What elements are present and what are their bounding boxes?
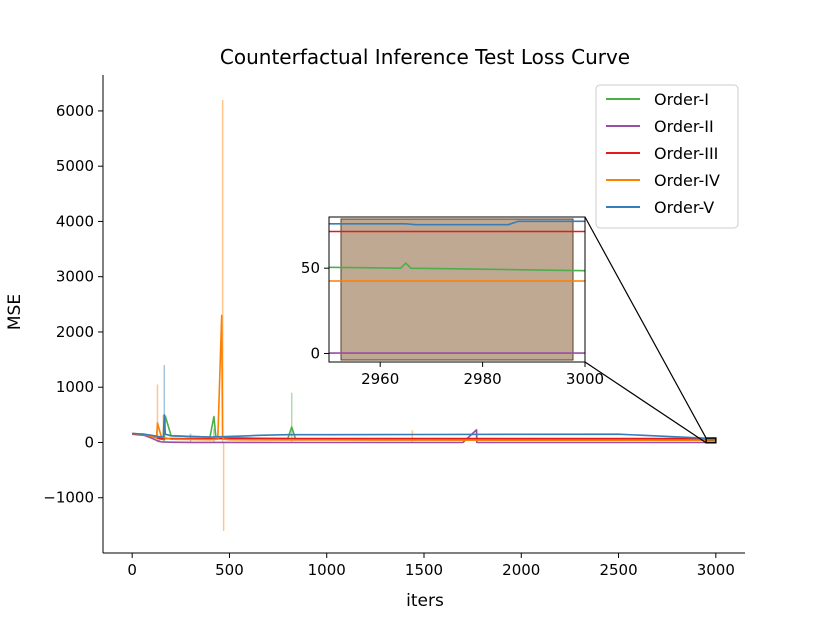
x-tick-label: 500 [215,561,244,579]
y-tick-label: −1000 [43,489,94,507]
legend-label-order-iii: Order-III [654,144,718,163]
inset-frame [328,216,586,363]
x-tick-label: 2500 [599,561,637,579]
series-line-order-v [132,413,716,440]
series-line-order-ii [132,428,716,444]
inset-plot-area: 2960 2980 3000 0 50 [301,216,604,388]
inset-y-tick-label: 0 [310,344,320,362]
y-tick-label: 6000 [56,102,94,120]
y-tick-label: 2000 [56,323,94,341]
legend: Order-I Order-II Order-III Order-IV Order-V [595,84,739,229]
y-axis-label: MSE [5,294,25,330]
legend-label-order-ii: Order-II [654,117,714,136]
y-tick-label: 4000 [56,212,94,230]
y-tick-label: 3000 [56,268,94,286]
inset-x-tick-label: 2960 [361,370,399,388]
inset-connectors [584,216,707,444]
inset-connector-top [584,216,707,439]
x-tick-label: 1000 [308,561,346,579]
main-plot-area: 0 500 1000 1500 2000 2500 3000−100001000200030… [43,75,745,579]
x-tick-label: 0 [127,561,137,579]
inset-x-tick-label: 2980 [464,370,502,388]
y-tick-label: 5000 [56,157,94,175]
series-line-order-iv [132,314,716,442]
zoom-region-indicator [705,437,717,444]
inset-connector-bottom [584,361,707,444]
chart-title: Counterfactual Inference Test Loss Curve [220,45,630,69]
inset-y-tick-label: 50 [301,259,320,277]
legend-label-order-v: Order-V [654,198,714,217]
inset-shaded-region [340,218,574,361]
legend-label-order-i: Order-I [654,90,709,109]
y-tick-label: 1000 [56,378,94,396]
inset-series-line-order-v [329,220,585,226]
x-axis-label: iters [406,591,444,611]
x-tick-label: 3000 [697,561,735,579]
y-tick-label: 0 [84,433,94,451]
x-tick-label: 2000 [502,561,540,579]
legend-label-order-iv: Order-IV [654,171,720,190]
inset-series-line-order-i [328,261,586,272]
inset-x-tick-label: 3000 [566,370,604,388]
legend-box [595,84,739,229]
x-tick-label: 1500 [405,561,443,579]
